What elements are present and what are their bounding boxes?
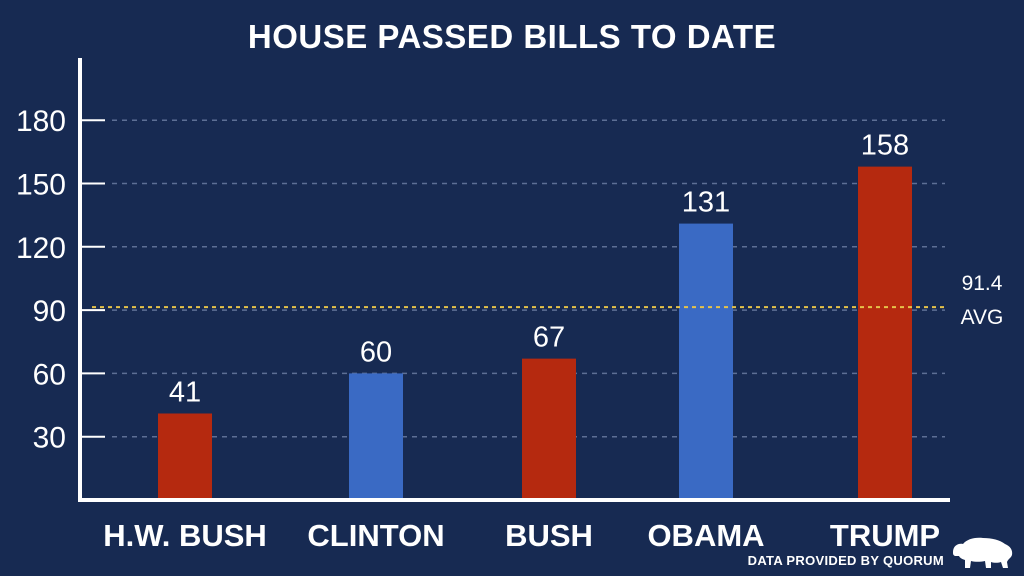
x-tick-label: TRUMP xyxy=(830,518,940,553)
data-source-note: DATA PROVIDED BY QUORUM xyxy=(747,553,944,568)
grid-lines xyxy=(112,119,945,438)
bars xyxy=(158,166,912,500)
bar xyxy=(349,373,403,500)
bear-icon xyxy=(953,537,1013,568)
average-text-label: AVG xyxy=(961,306,1004,329)
average-value-label: 91.4 xyxy=(962,272,1003,295)
data-label: 67 xyxy=(533,322,565,354)
y-tick-label: 120 xyxy=(16,232,66,265)
axes xyxy=(78,58,950,502)
x-tick-label: CLINTON xyxy=(307,518,444,553)
y-tick-label: 90 xyxy=(33,295,66,328)
data-label: 60 xyxy=(360,336,392,368)
y-tick-label: 150 xyxy=(16,169,66,202)
labels: 30 60 90 120 150 180 41 H.W. BUSH 60 CLINTON 67 BUS… xyxy=(16,105,1003,553)
bar xyxy=(522,358,576,500)
chart-title: HOUSE PASSED BILLS TO DATE xyxy=(247,18,777,55)
y-tick-label: 60 xyxy=(33,358,66,391)
data-label: 41 xyxy=(169,376,201,408)
bar xyxy=(858,166,912,500)
bar xyxy=(158,413,212,500)
bar xyxy=(679,223,733,500)
data-label: 131 xyxy=(682,187,730,219)
y-tick-label: 30 xyxy=(33,422,66,455)
data-label: 158 xyxy=(861,130,909,162)
y-tick-label: 180 xyxy=(16,105,66,138)
x-tick-label: OBAMA xyxy=(647,518,764,553)
x-tick-label: BUSH xyxy=(505,518,593,553)
x-tick-label: H.W. BUSH xyxy=(103,518,267,553)
